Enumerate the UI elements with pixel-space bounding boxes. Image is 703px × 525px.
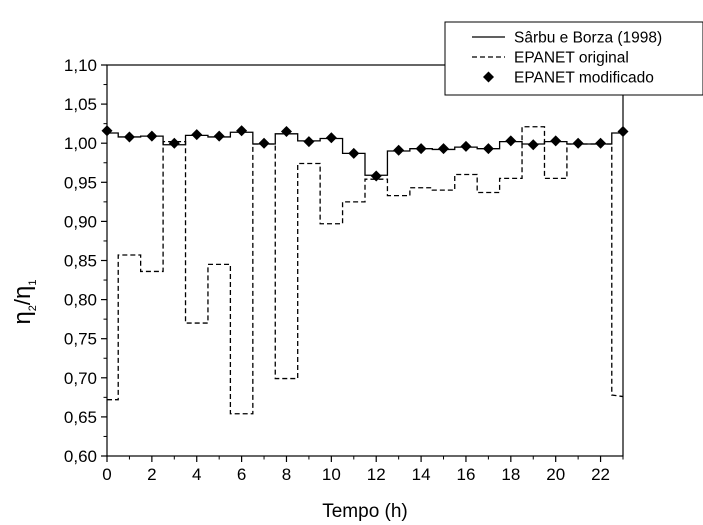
- series-3-marker: [146, 130, 158, 142]
- x-tick-label: 8: [282, 465, 291, 484]
- series-3-marker: [213, 130, 225, 142]
- y-tick-label: 1,00: [64, 134, 97, 153]
- y-tick-label: 1,05: [64, 95, 97, 114]
- y-tick-label: 0,85: [64, 252, 97, 271]
- y-tick-label: 0,95: [64, 173, 97, 192]
- plot-frame: [106, 64, 624, 457]
- axes-layer: 0,60 0,65 0,70 0,75 0,80 0,85 0,90 0,95 1,00 1,05…: [64, 56, 624, 484]
- legend-label: EPANET original: [514, 50, 629, 67]
- x-tick-label: 10: [322, 465, 341, 484]
- series-2-line: [107, 126, 624, 415]
- series-3-marker: [572, 137, 584, 149]
- x-tick-label: 14: [412, 465, 431, 484]
- series-3-marker: [325, 132, 337, 144]
- x-tick-label: 20: [546, 465, 565, 484]
- y-tick-label: 0,70: [64, 369, 97, 388]
- legend-label: EPANET modificado: [514, 70, 654, 87]
- y-axis-title-sub1: 2: [27, 305, 39, 311]
- y-tick-label: 0,65: [64, 408, 97, 427]
- y-axis-title-slash: /: [10, 298, 35, 305]
- series-3-marker: [505, 135, 517, 147]
- legend-label: Sârbu e Borza (1998): [514, 30, 662, 47]
- x-tick-label: 22: [591, 465, 610, 484]
- y-tick-label: 0,60: [64, 447, 97, 466]
- series-3-marker: [482, 143, 494, 155]
- series-3-marker: [348, 147, 360, 159]
- series-3-marker: [415, 143, 427, 155]
- series-3-marker: [236, 125, 248, 137]
- series-3-marker: [438, 143, 450, 155]
- series-3-marker: [393, 144, 405, 156]
- series-3-marker: [280, 125, 292, 137]
- y-tick-label: 0,75: [64, 330, 97, 349]
- x-tick-label: 16: [456, 465, 475, 484]
- series-3-marker: [168, 137, 180, 149]
- x-tick-label: 18: [501, 465, 520, 484]
- y-tick-label: 1,10: [64, 56, 97, 75]
- y-tick-label: 0,90: [64, 212, 97, 231]
- legend-box: [444, 21, 703, 96]
- series-3-marker: [370, 170, 382, 182]
- y-axis-title-sub2: 1: [27, 279, 39, 285]
- x-tick-label: 6: [237, 465, 246, 484]
- y-axis-title: η2/η1: [9, 279, 39, 324]
- series-3-marker: [123, 131, 135, 143]
- y-axis-title-main: η: [9, 311, 36, 324]
- series-3-marker: [595, 137, 607, 149]
- x-tick-label: 12: [367, 465, 386, 484]
- y-axis-title-main-2: η: [9, 286, 36, 299]
- x-tick-label: 2: [147, 465, 156, 484]
- legend-swatch: [483, 71, 494, 83]
- x-tick-label: 4: [192, 465, 201, 484]
- series-3-marker: [527, 139, 539, 151]
- series-3-marker: [550, 135, 562, 147]
- series-1-line: [107, 131, 623, 176]
- series-3-marker: [191, 129, 203, 141]
- series-3-marker: [460, 140, 472, 152]
- x-tick-label: 0: [102, 465, 111, 484]
- series-layer: [101, 125, 629, 415]
- series-3-marker: [303, 136, 315, 148]
- x-axis-title: Tempo (h): [322, 501, 408, 522]
- y-tick-label: 0,80: [64, 291, 97, 310]
- legend: Sârbu e Borza (1998) EPANET original EPANE…: [444, 21, 703, 96]
- series-3-marker: [258, 137, 270, 149]
